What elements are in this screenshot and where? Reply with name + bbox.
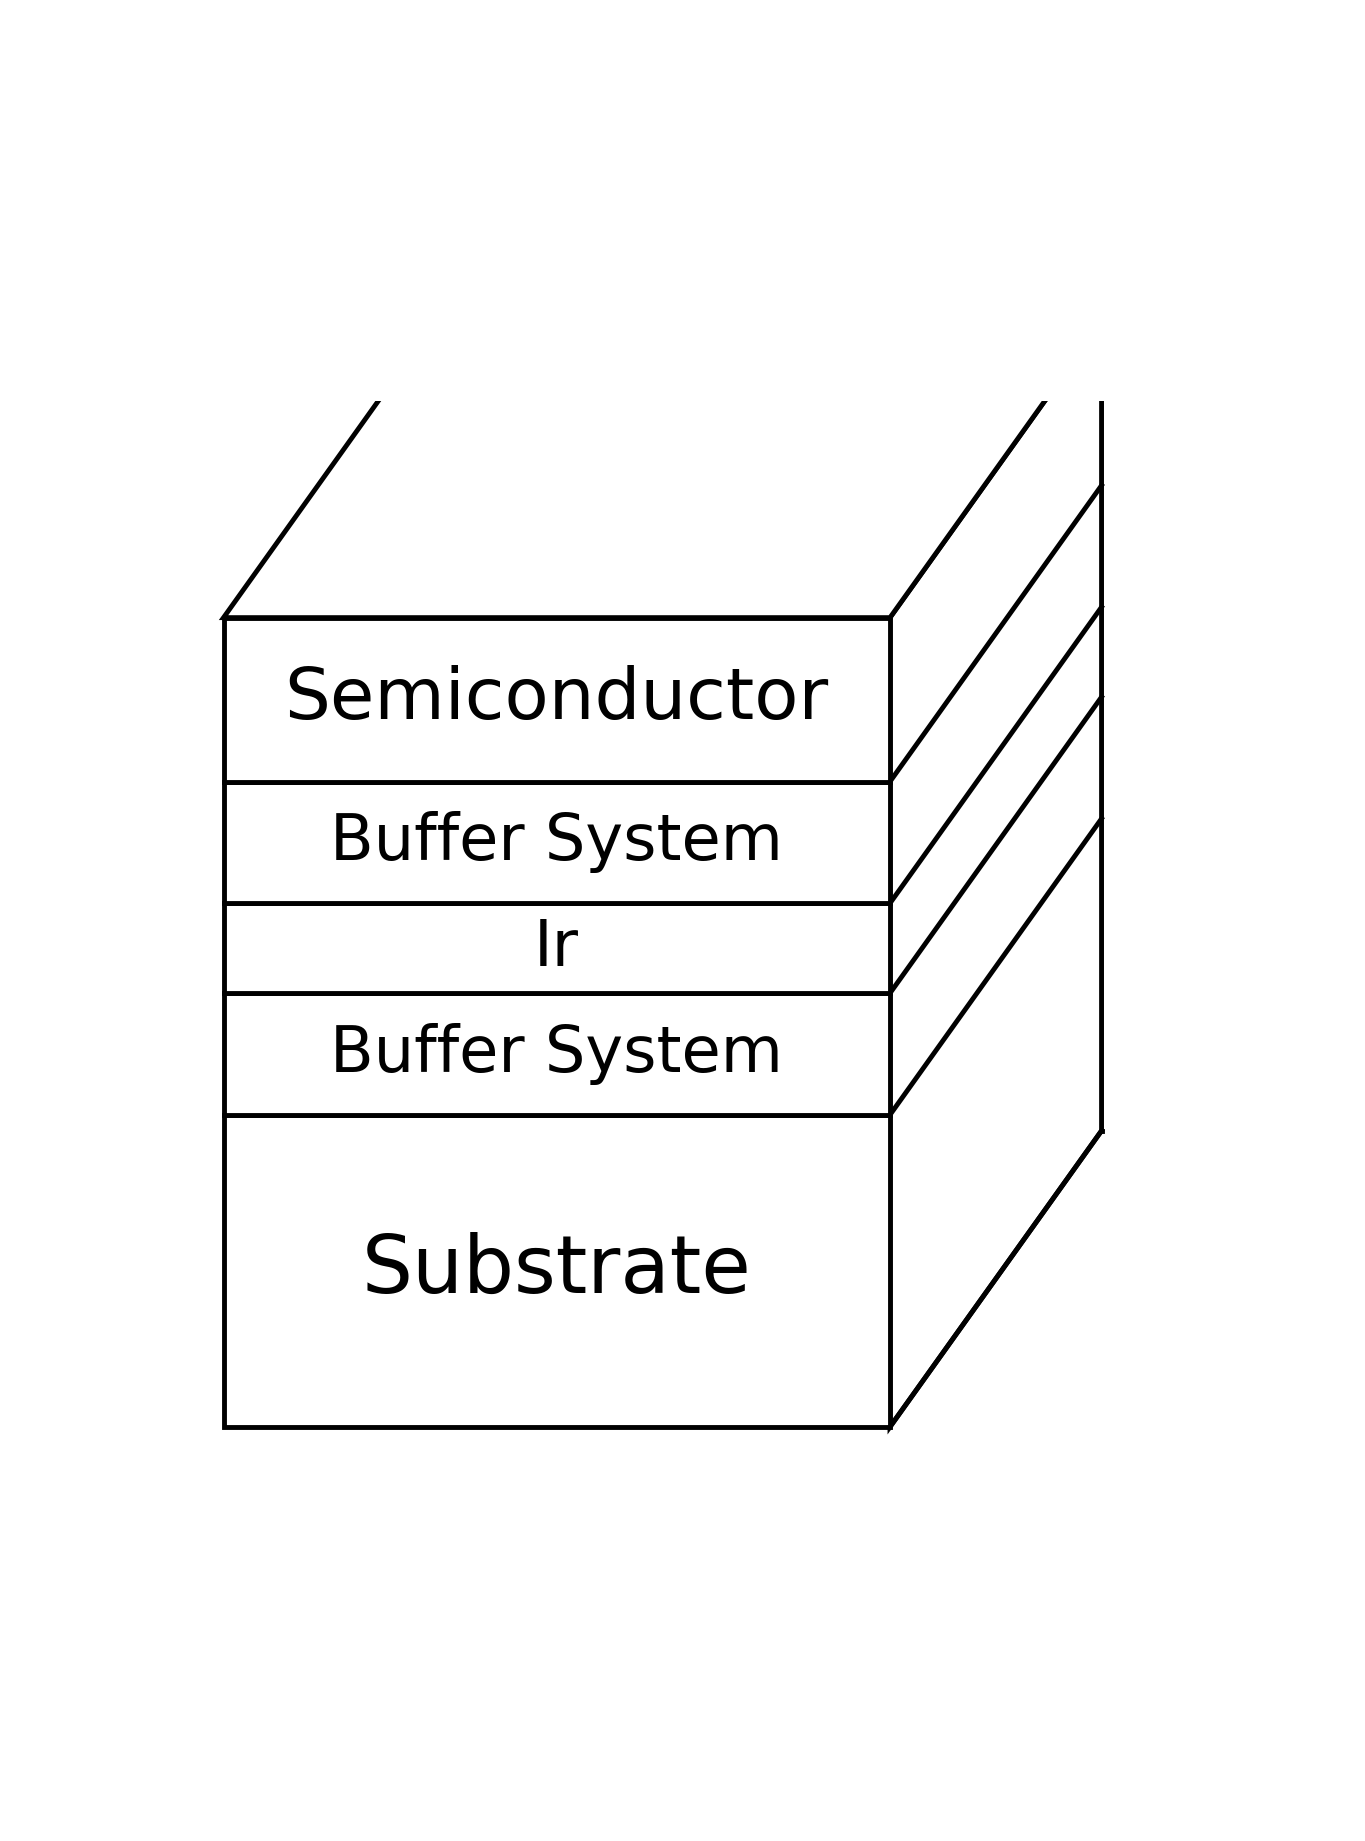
Polygon shape [224, 322, 1102, 617]
Text: Buffer System: Buffer System [330, 1024, 784, 1084]
Bar [224, 782, 890, 904]
Text: Ir: Ir [534, 917, 579, 979]
Bar [224, 904, 890, 992]
Text: Buffer System: Buffer System [330, 812, 784, 873]
Bar [224, 617, 890, 782]
Polygon shape [890, 322, 1102, 1427]
Bar [224, 1116, 890, 1427]
Bar [224, 992, 890, 1116]
Text: Semiconductor: Semiconductor [285, 665, 829, 735]
Text: Substrate: Substrate [362, 1232, 752, 1309]
